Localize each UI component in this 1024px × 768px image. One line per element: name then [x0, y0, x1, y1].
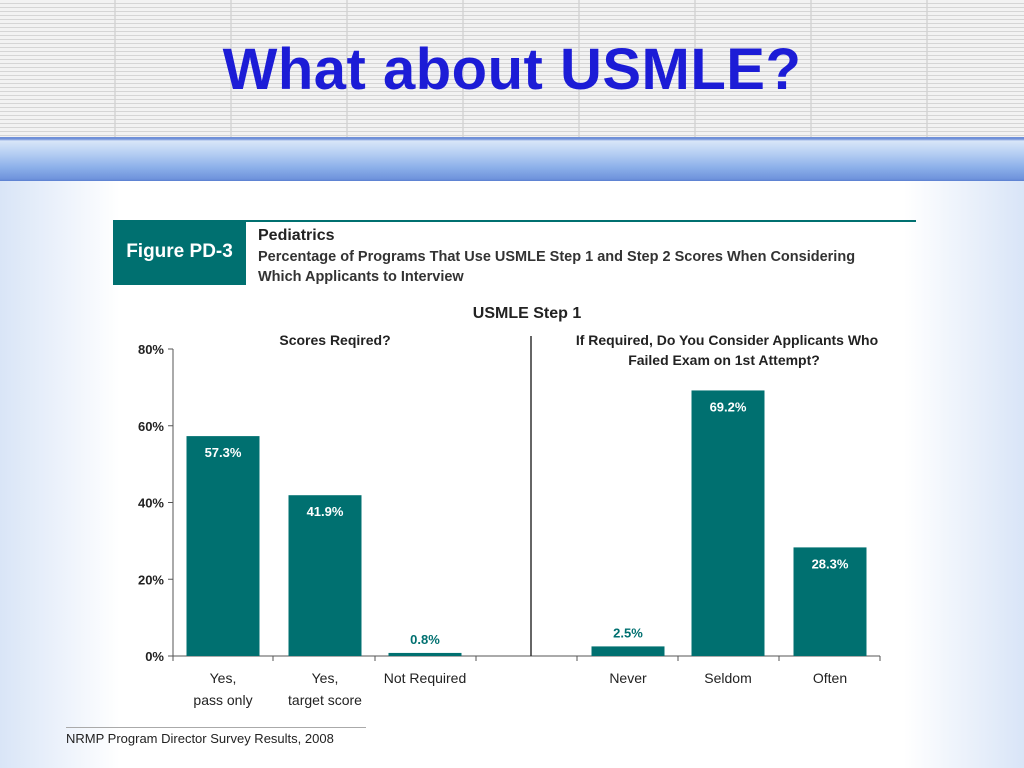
header-background [0, 0, 1024, 138]
x-category-label: Yes, [210, 670, 237, 686]
figure-label-rule [113, 283, 246, 285]
header-band [0, 137, 1024, 181]
figure-category: Pediatrics [258, 227, 335, 244]
bar [793, 547, 867, 656]
y-tick-label: 40% [138, 496, 164, 511]
source-rule [66, 727, 366, 728]
x-category-label: pass only [193, 692, 252, 708]
x-category-label: Seldom [704, 670, 751, 686]
bar-value-label: 28.3% [812, 556, 849, 571]
y-tick-label: 80% [138, 342, 164, 357]
y-tick-label: 60% [138, 419, 164, 434]
left-gradient [0, 181, 120, 768]
figure-top-rule [246, 220, 916, 222]
chart-title: USMLE Step 1 [473, 305, 582, 322]
bar-value-label: 69.2% [710, 399, 747, 414]
x-category-label: Not Required [384, 670, 467, 686]
x-category-label: Never [609, 670, 647, 686]
bar-value-label: 57.3% [205, 445, 242, 460]
y-tick-label: 0% [145, 649, 164, 664]
x-category-label: Yes, [312, 670, 339, 686]
bar [691, 390, 765, 656]
right-gradient [904, 181, 1024, 768]
figure-label: Figure PD-3 [113, 220, 246, 284]
x-category-label: target score [288, 692, 362, 708]
panel-title: Scores Reqired? [279, 332, 390, 348]
panel-title-line: If Required, Do You Consider Applicants … [576, 332, 878, 348]
bar [388, 652, 462, 656]
bar [591, 646, 665, 656]
bar-value-label: 41.9% [307, 504, 344, 519]
bar [186, 436, 260, 656]
bar-value-label: 0.8% [410, 632, 440, 647]
slide-title: What about USMLE? [222, 37, 802, 102]
panel-title-line: Failed Exam on 1st Attempt? [628, 352, 820, 368]
bar-value-label: 2.5% [613, 625, 643, 640]
x-category-label: Often [813, 670, 847, 686]
figure-subtitle: Percentage of Programs That Use USMLE St… [258, 249, 856, 285]
y-tick-label: 20% [138, 572, 164, 587]
bar [288, 495, 362, 656]
source-note: NRMP Program Director Survey Results, 20… [66, 731, 334, 746]
